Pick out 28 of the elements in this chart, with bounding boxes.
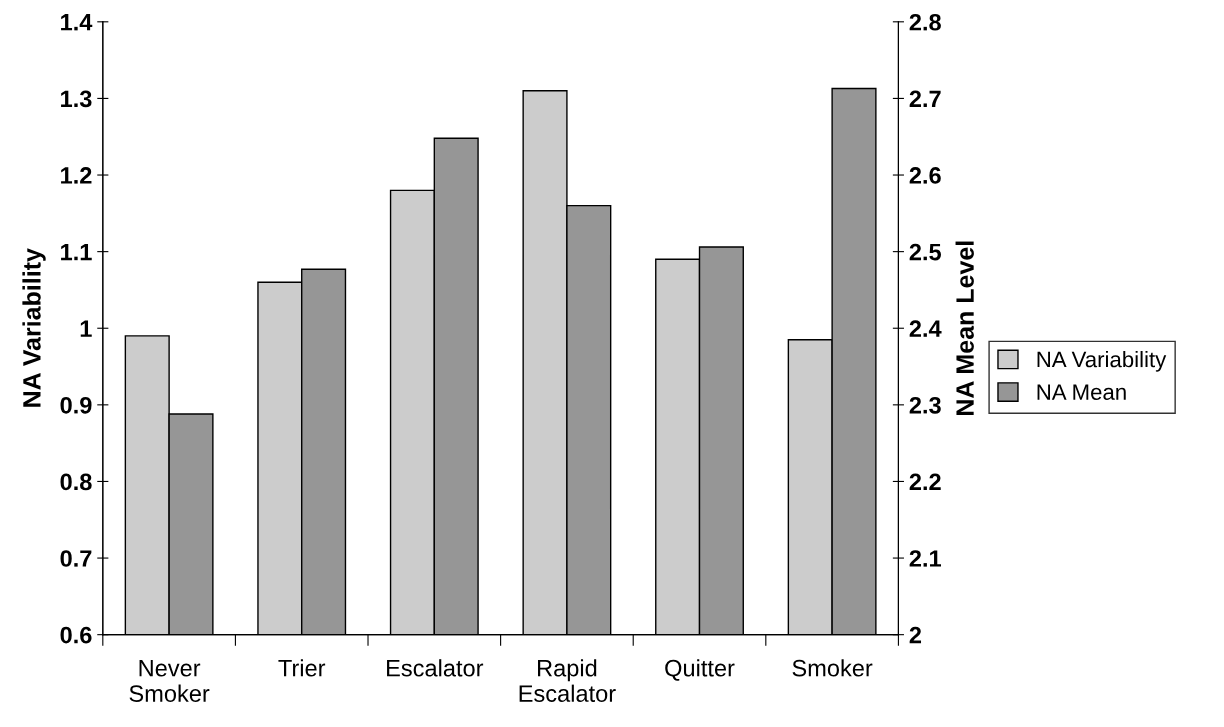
y-tick-label: 1.2 [61,167,92,184]
x-tick-label: Never Smoker [129,660,210,702]
y2-tick-label: 2.8 [909,13,941,31]
y-tick-label: 0.8 [60,473,92,491]
y2-axis-title: NA Mean Level [955,241,974,416]
y2-tick-label: 2.6 [909,167,941,184]
y-tick-label: 0.9 [60,396,92,414]
y-tick-label: 1.3 [61,90,92,108]
y2-tick-label: 2.3 [909,396,941,414]
y-tick-label: 0.7 [60,550,92,567]
y2-tick-label: 2 [909,626,922,644]
y-tick-label: 1.1 [61,243,92,261]
y2-tick-label: 2.2 [909,473,941,491]
x-tick-label: Quitter [665,659,735,681]
y2-tick-label: 2.7 [909,90,941,107]
x-tick-label: Smoker [792,659,873,677]
x-tick-label: Trier [278,659,326,677]
legend-label: NA Variability [1037,351,1167,372]
y-axis-title: NA Variability [22,248,46,407]
y-tick-label: 1.4 [61,14,93,31]
x-tick-label: Escalator [387,659,484,677]
y-tick-label: 0.6 [60,626,92,644]
y-tick-label: 1 [80,320,92,337]
x-tick-label: Rapid Escalator [519,659,616,702]
y2-tick-label: 2.5 [909,243,941,261]
y2-tick-label: 2.1 [909,550,941,567]
y2-tick-label: 2.4 [909,320,942,337]
legend-label: NA Mean [1037,384,1126,400]
